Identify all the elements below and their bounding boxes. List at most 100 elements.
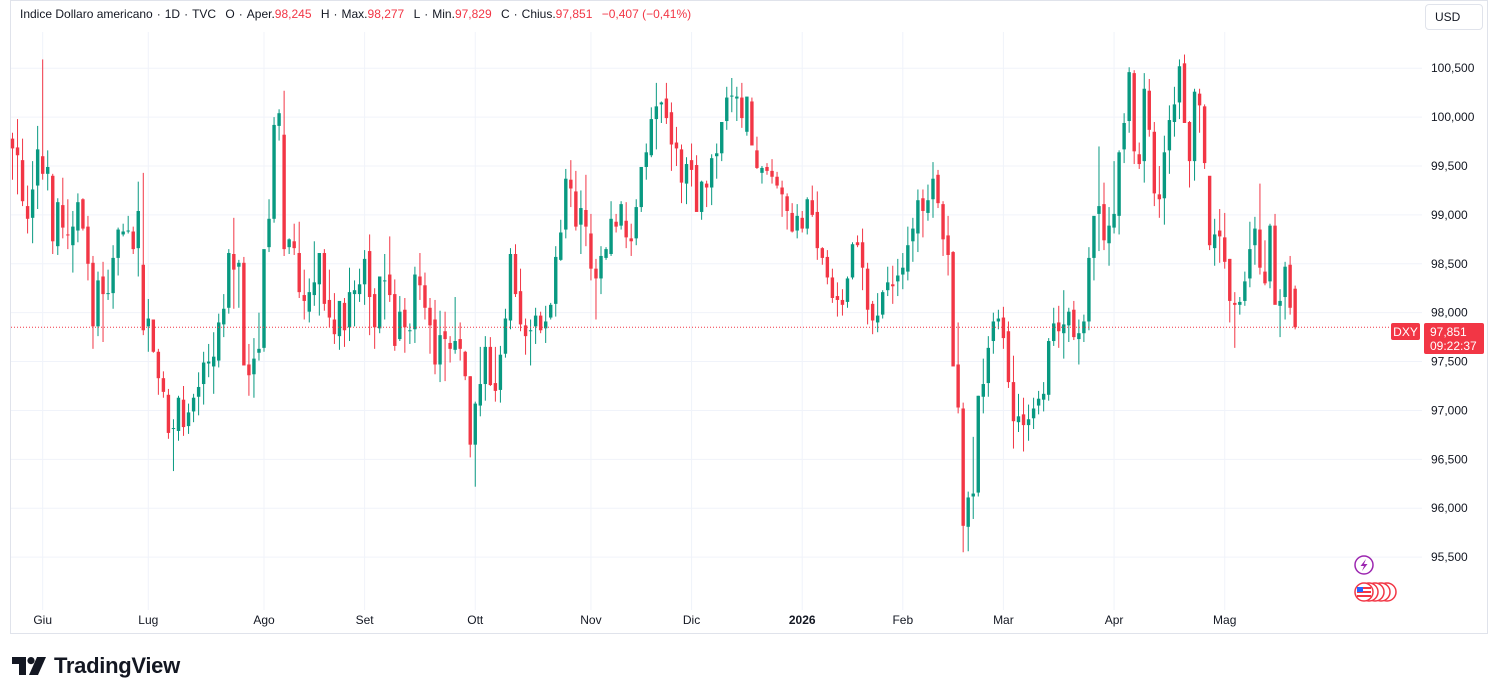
interval-label: 1D <box>164 7 181 21</box>
candle <box>262 249 266 352</box>
candle-body <box>61 205 65 228</box>
candle-body <box>720 122 724 154</box>
candle-body <box>956 364 960 408</box>
candle <box>579 190 583 254</box>
candle-body <box>564 178 568 230</box>
candle-body <box>433 319 437 365</box>
candle <box>755 136 759 169</box>
candle <box>1132 70 1136 165</box>
candle <box>906 226 910 281</box>
candle-body <box>725 97 729 122</box>
candle <box>433 299 437 375</box>
candle <box>237 259 241 308</box>
candle-body <box>56 202 60 247</box>
low-key: Min. <box>432 7 455 21</box>
candle <box>1052 307 1056 346</box>
candle <box>916 189 920 253</box>
candle <box>750 97 754 146</box>
symbol-name: Indice Dollaro americano <box>20 7 153 21</box>
candle-body <box>1273 225 1277 305</box>
candle <box>40 59 45 180</box>
time-axis[interactable]: Giu Lug Ago Set Ott Nov Dic 2026 Feb Mar Apr Mag <box>33 613 1236 627</box>
candle <box>96 271 100 337</box>
candle-body <box>1072 309 1076 338</box>
candle <box>604 247 608 260</box>
candle <box>785 193 789 230</box>
candle <box>699 180 704 220</box>
candle-body <box>1177 66 1182 103</box>
candle <box>599 246 603 295</box>
candle-body <box>855 242 860 246</box>
candle <box>56 198 60 255</box>
candle-body <box>372 294 377 328</box>
candle <box>870 300 875 335</box>
open-key: Aper. <box>246 7 275 21</box>
candle-body <box>1102 204 1106 241</box>
candle <box>740 82 744 128</box>
currency-button[interactable]: USD <box>1425 4 1483 30</box>
candle <box>649 107 654 158</box>
close-key: Chius. <box>521 7 556 21</box>
candle-body <box>1167 120 1172 151</box>
candle <box>951 251 955 367</box>
candle <box>835 282 840 317</box>
candle-body <box>247 364 251 376</box>
candle <box>15 119 20 195</box>
candle <box>528 319 533 366</box>
us-flag-event-icon[interactable] <box>1354 582 1397 602</box>
candle <box>25 185 30 234</box>
candle-body <box>1052 323 1056 342</box>
candle-body <box>171 428 176 430</box>
candle-body <box>659 102 664 105</box>
candle <box>277 109 281 141</box>
candle <box>991 312 996 354</box>
price-chart[interactable]: 95,500 96,000 96,500 97,000 97,500 98,000 98,5… <box>0 0 1500 640</box>
candle <box>1062 290 1066 359</box>
candle <box>1288 255 1292 315</box>
high-letter: H <box>320 7 330 21</box>
low-value: 97,829 <box>454 7 492 21</box>
candle-body <box>237 262 241 267</box>
candle-body <box>146 318 151 327</box>
lightning-event-icon[interactable] <box>1354 555 1374 575</box>
candle <box>453 297 457 354</box>
candle <box>121 223 125 237</box>
candle-body <box>699 181 704 212</box>
candle-body <box>131 231 135 250</box>
candle-body <box>1006 331 1011 383</box>
candle <box>523 318 528 355</box>
tradingview-logo[interactable]: TradingView <box>12 652 180 680</box>
candle <box>136 181 140 277</box>
price-tick-label: 95,500 <box>1431 550 1468 564</box>
candle <box>694 155 699 212</box>
candle-body <box>946 235 950 255</box>
price-tick-label: 98,000 <box>1431 306 1468 320</box>
candle-body <box>634 207 638 239</box>
candle-body <box>342 302 347 331</box>
candle-body <box>262 249 266 348</box>
candle <box>629 223 633 256</box>
candle <box>619 201 623 230</box>
candle-body <box>111 257 115 294</box>
candle-body <box>438 335 442 365</box>
candle <box>886 266 890 297</box>
candle <box>287 238 291 254</box>
candle-body <box>413 274 417 330</box>
candle-body <box>1026 419 1031 426</box>
candle <box>1021 397 1026 452</box>
candle <box>805 197 809 235</box>
candle <box>1117 150 1121 235</box>
candle <box>609 201 613 256</box>
candle <box>1077 319 1081 365</box>
candle-body <box>1011 382 1016 422</box>
candle <box>911 217 915 262</box>
candle-body <box>715 153 719 157</box>
candle <box>372 288 377 349</box>
candle-body <box>388 274 392 296</box>
candle-body <box>151 319 156 352</box>
candle-body <box>589 233 593 269</box>
candle <box>1152 122 1157 207</box>
symbol-legend: Indice Dollaro americano · 1D · TVC O · Aper.9… <box>20 7 692 21</box>
candle-body <box>604 249 608 258</box>
price-axis[interactable]: 95,500 96,000 96,500 97,000 97,500 98,000 98,5… <box>1431 61 1475 564</box>
